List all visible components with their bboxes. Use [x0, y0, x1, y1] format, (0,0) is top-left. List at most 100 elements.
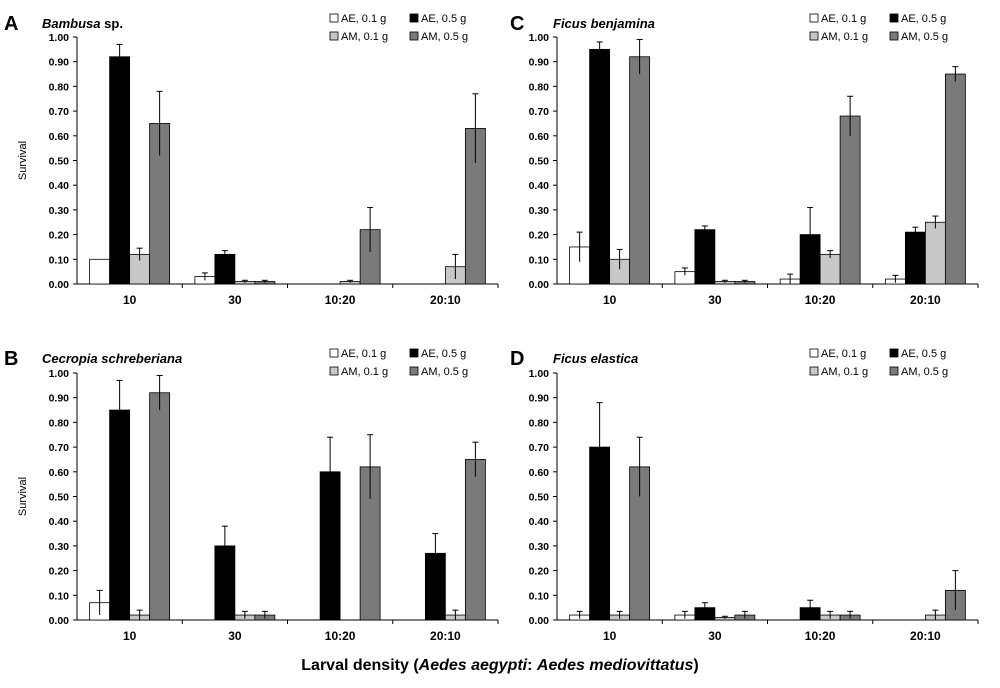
legend-label: AE, 0.1 g [341, 13, 386, 25]
y-tick-label: 1.00 [529, 368, 550, 380]
legend-swatch [329, 31, 339, 41]
bar [819, 253, 841, 285]
bar [589, 48, 611, 285]
y-tick-label: 1.00 [49, 368, 70, 380]
y-tick-label: 1.00 [529, 32, 550, 44]
x-tick-label: 10:20 [805, 629, 836, 643]
x-tick-label: 10:20 [325, 629, 356, 643]
x-tick-label: 10 [603, 293, 617, 307]
legend-label: AE, 0.5 g [421, 348, 466, 360]
legend-label: AM, 0.1 g [821, 31, 868, 43]
chart-panel-c: C Ficus benjamina 0.00 0.10 0.20 0.30 0.40 0.50… [510, 13, 979, 307]
y-tick-label: 0.20 [529, 566, 550, 578]
y-tick-label: 0.30 [49, 205, 70, 217]
y-tick-label: 0.00 [529, 279, 550, 291]
y-tick-label: 0.80 [529, 81, 550, 93]
legend-swatch [809, 31, 819, 41]
y-tick-label: 0.80 [49, 81, 70, 93]
legend-swatch [809, 13, 819, 23]
y-tick-label: 0.70 [49, 442, 70, 454]
y-tick-label: 0.60 [49, 131, 70, 143]
legend-label: AM, 0.1 g [341, 366, 388, 378]
legend-swatch [409, 13, 419, 23]
bar [214, 253, 236, 285]
panel-letter: B [4, 348, 18, 370]
bar [149, 392, 171, 621]
legend-label: AE, 0.1 g [821, 348, 866, 360]
legend-swatch [329, 366, 339, 376]
y-tick-label: 0.70 [49, 106, 70, 118]
panel-title: Ficus elastica [553, 351, 638, 366]
legend-swatch [409, 366, 419, 376]
x-tick-label: 10:20 [805, 293, 836, 307]
panel-letter: C [510, 13, 524, 35]
legend-swatch [809, 348, 819, 358]
y-tick-label: 0.20 [49, 230, 70, 242]
legend-label: AM, 0.5 g [901, 31, 948, 43]
legend-label: AM, 0.5 g [421, 31, 468, 43]
y-tick-label: 0.50 [49, 492, 70, 504]
y-tick-label: 0.40 [49, 516, 70, 528]
y-tick-label: 0.60 [529, 467, 550, 479]
panel-title: Cecropia schreberiana [42, 351, 182, 366]
legend-swatch [889, 348, 899, 358]
x-tick-label: 30 [228, 293, 242, 307]
panel-letter: D [510, 348, 524, 370]
y-axis-label: Survival [17, 141, 29, 180]
legend-swatch [409, 348, 419, 358]
legend-swatch [809, 366, 819, 376]
legend-swatch [889, 13, 899, 23]
bar [109, 56, 131, 285]
x-tick-label: 20:10 [430, 293, 461, 307]
bar [464, 459, 486, 621]
bar [904, 231, 926, 285]
legend-swatch [329, 348, 339, 358]
bar [924, 221, 946, 285]
bar [109, 409, 131, 621]
bar [694, 229, 716, 285]
y-tick-label: 0.00 [49, 279, 70, 291]
y-tick-label: 0.10 [49, 590, 70, 602]
y-tick-label: 0.10 [529, 590, 550, 602]
panel-title: Bambusa sp. [42, 16, 123, 31]
x-tick-label: 30 [708, 629, 722, 643]
y-tick-label: 0.60 [49, 467, 70, 479]
y-tick-label: 0.90 [49, 393, 70, 405]
y-tick-label: 0.10 [49, 254, 70, 266]
legend-swatch [889, 31, 899, 41]
x-tick-label: 30 [228, 629, 242, 643]
y-tick-label: 0.30 [529, 205, 550, 217]
bar [629, 56, 651, 285]
y-tick-label: 0.40 [529, 516, 550, 528]
y-tick-label: 0.00 [529, 615, 550, 627]
x-tick-label: 10 [123, 629, 137, 643]
legend-swatch [409, 31, 419, 41]
chart-panel-b: B Cecropia schreberiana Survival 0.00 0.10 0.… [4, 348, 499, 643]
y-tick-label: 0.50 [49, 156, 70, 168]
y-tick-label: 0.90 [529, 393, 550, 405]
legend-label: AE, 0.5 g [421, 13, 466, 25]
legend-label: AE, 0.5 g [901, 13, 946, 25]
panel-letter: A [4, 13, 18, 35]
y-tick-label: 0.80 [49, 417, 70, 429]
bar [89, 258, 111, 285]
panel-title: Ficus benjamina [553, 16, 655, 31]
x-tick-label: 20:10 [910, 629, 941, 643]
y-tick-label: 0.20 [529, 230, 550, 242]
y-tick-label: 0.70 [529, 442, 550, 454]
x-tick-label: 10:20 [325, 293, 356, 307]
chart-panel-a: A Bambusa sp. Survival 0.00 0.10 0.20 0.30 0.40… [4, 13, 499, 307]
y-tick-label: 0.10 [529, 254, 550, 266]
bar [944, 73, 966, 285]
y-tick-label: 0.20 [49, 566, 70, 578]
y-tick-label: 0.70 [529, 106, 550, 118]
legend-label: AM, 0.5 g [901, 366, 948, 378]
x-tick-label: 20:10 [430, 629, 461, 643]
y-tick-label: 0.90 [529, 57, 550, 69]
y-tick-label: 0.40 [49, 180, 70, 192]
y-axis-label: Survival [17, 477, 29, 516]
y-tick-label: 0.50 [529, 156, 550, 168]
x-tick-label: 30 [708, 293, 722, 307]
x-tick-label: 20:10 [910, 293, 941, 307]
